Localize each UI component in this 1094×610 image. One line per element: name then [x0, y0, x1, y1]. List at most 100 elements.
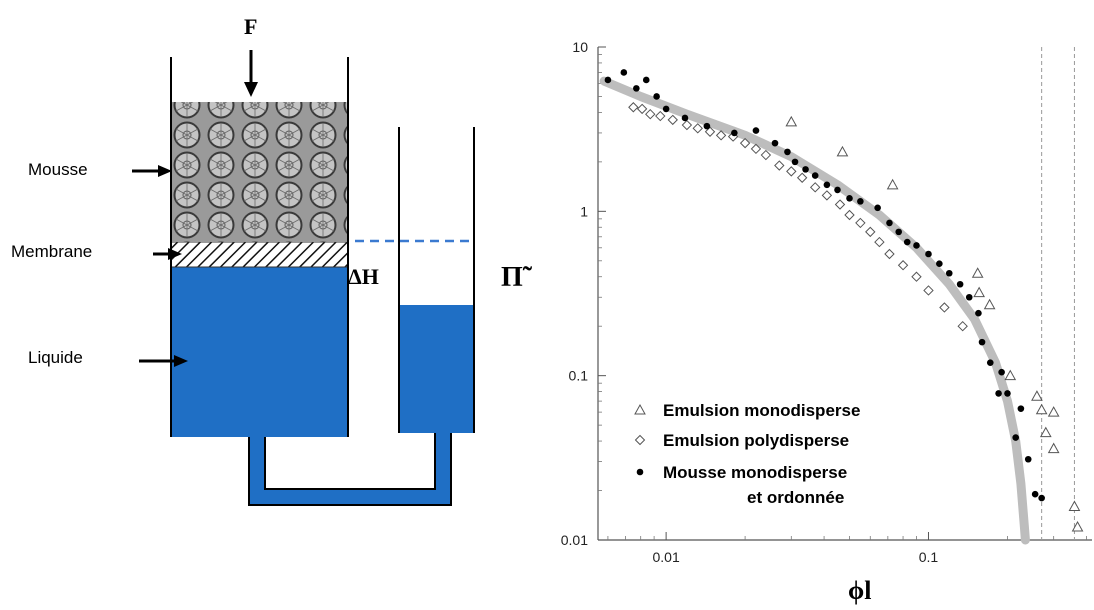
data-point-diamond [636, 103, 648, 115]
force-arrow-icon [244, 50, 258, 97]
data-point-dot [895, 228, 903, 236]
data-point-dot [936, 260, 943, 268]
x-tick-label: 0.01 [652, 549, 679, 565]
data-point-dot [1012, 434, 1020, 441]
data-point-triangle [1031, 390, 1043, 401]
data-point-dot [874, 204, 881, 212]
data-point-diamond [855, 217, 866, 229]
legend-marker-triangle [634, 403, 646, 415]
data-point-dot [731, 129, 738, 137]
fit-curve [599, 76, 1030, 545]
data-point-dot [834, 186, 841, 194]
data-point-diamond [884, 248, 895, 260]
data-point-dot [771, 139, 779, 147]
data-point-diamond [692, 123, 703, 134]
legend-marker-diamond [634, 434, 646, 446]
data-point-triangle [1004, 369, 1017, 381]
y-axis-label: Π̃ [501, 262, 523, 293]
foam-arrow-icon [132, 165, 172, 177]
data-point-diamond [865, 226, 876, 238]
data-point-triangle [886, 178, 899, 190]
membrane [170, 241, 349, 268]
data-point-triangle [1071, 520, 1084, 532]
data-point-triangle [1047, 442, 1060, 454]
data-point-diamond [760, 149, 772, 161]
data-point-dot [802, 166, 809, 173]
y-tick-label: 0.1 [569, 368, 589, 384]
data-point-dot [995, 390, 1002, 397]
data-point-diamond [821, 190, 833, 201]
foam [171, 102, 348, 242]
data-point-triangle [836, 145, 849, 157]
data-point-dot [811, 172, 819, 179]
data-point-diamond [715, 130, 727, 141]
data-point-dot [913, 242, 920, 249]
data-point-diamond [874, 236, 885, 248]
data-point-dot [752, 127, 760, 134]
data-point-dot [903, 238, 911, 246]
data-point-diamond [750, 143, 762, 155]
data-point-dot [642, 76, 650, 84]
data-point-dot [823, 181, 831, 189]
data-point-triangle [971, 267, 984, 278]
force-label: F [244, 14, 258, 39]
data-point-dot [633, 85, 640, 92]
delta-h-label: ΔH [348, 264, 379, 289]
data-point-diamond [844, 209, 855, 221]
data-point-dot [846, 195, 853, 202]
data-point-dot [925, 250, 932, 258]
legend-marker-dot [636, 468, 644, 476]
data-point-dot [978, 338, 986, 346]
data-point-diamond [774, 160, 785, 171]
data-point-dot [681, 114, 689, 122]
y-tick-label: 10 [572, 39, 588, 55]
data-point-diamond [911, 271, 922, 282]
data-point-diamond [667, 114, 678, 126]
x-axis-label: ϕl [848, 576, 872, 605]
data-point-dot [1017, 405, 1025, 412]
x-tick-label: 0.1 [919, 549, 939, 565]
data-point-diamond [655, 110, 666, 122]
legend-label: et ordonnée [747, 488, 844, 507]
small-container-liquid [399, 305, 474, 433]
legend-label: Emulsion monodisperse [663, 401, 860, 420]
data-point-triangle [973, 286, 986, 298]
y-tick-label: 0.01 [561, 532, 588, 548]
data-point-dot [965, 293, 973, 301]
data-point-triangle [1039, 426, 1052, 438]
data-point-diamond [796, 172, 808, 183]
data-point-triangle [983, 298, 996, 310]
data-point-diamond [645, 108, 656, 120]
data-point-dot [945, 269, 953, 277]
data-point-dot [886, 219, 893, 227]
foam-drainage-diagram [132, 50, 475, 506]
data-point-diamond [834, 199, 846, 210]
osmotic-pressure-chart: 10 1 0.1 0.01 0.01 0.1 Emulsion monodisperse Em… [561, 39, 1092, 565]
data-point-diamond [923, 285, 934, 296]
data-point-diamond [939, 302, 950, 313]
main-liquid [171, 267, 348, 437]
data-point-dot [703, 122, 711, 130]
foam-label: Mousse [28, 160, 88, 179]
y-tick-label: 1 [580, 203, 588, 219]
data-point-diamond [897, 260, 909, 271]
data-point-diamond [786, 166, 797, 177]
data-point-triangle [1047, 406, 1060, 417]
data-point-dot [857, 198, 864, 205]
data-point-dot [1004, 390, 1011, 397]
data-point-triangle [785, 115, 798, 127]
data-point-dot [662, 105, 670, 113]
membrane-label: Membrane [11, 242, 93, 261]
data-point-dot [604, 76, 612, 84]
data-point-diamond [739, 137, 751, 149]
data-point-dot [998, 368, 1005, 376]
data-point-dot [986, 359, 994, 366]
liquid-label: Liquide [28, 348, 83, 367]
data-point-dot [791, 158, 799, 166]
data-point-diamond [704, 126, 716, 137]
data-point-dot [956, 280, 964, 288]
data-point-dot [620, 69, 628, 76]
membrane-arrow-icon [153, 248, 182, 260]
data-point-triangle [1035, 403, 1048, 415]
data-point-dot [653, 93, 660, 100]
